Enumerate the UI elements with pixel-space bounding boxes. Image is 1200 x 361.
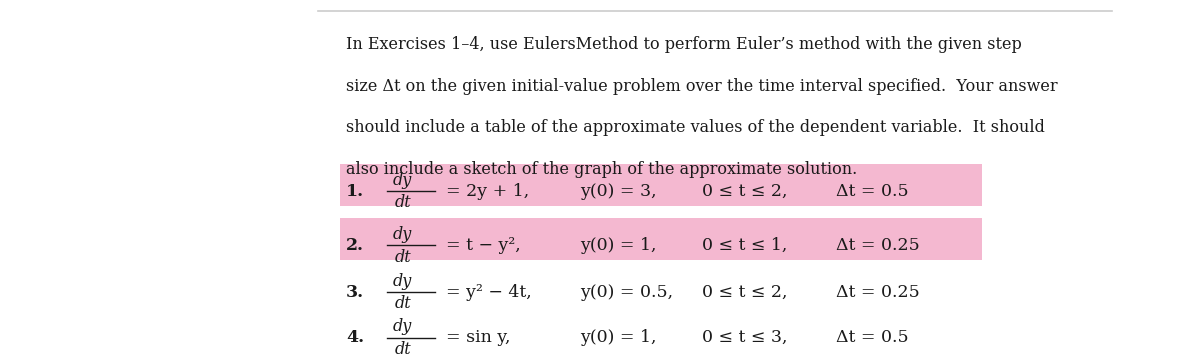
Text: 0 ≤ t ≤ 3,: 0 ≤ t ≤ 3, xyxy=(702,329,788,346)
Text: dy: dy xyxy=(392,318,412,335)
Text: dy: dy xyxy=(392,273,412,290)
FancyBboxPatch shape xyxy=(341,164,982,206)
Text: y(0) = 1,: y(0) = 1, xyxy=(580,237,656,254)
Text: dt: dt xyxy=(395,248,412,266)
Text: 0 ≤ t ≤ 2,: 0 ≤ t ≤ 2, xyxy=(702,183,788,200)
Text: Δt = 0.25: Δt = 0.25 xyxy=(836,237,920,254)
Text: should include a table of the approximate values of the dependent variable.  It : should include a table of the approximat… xyxy=(346,119,1045,136)
Text: dy: dy xyxy=(392,172,412,189)
Text: y(0) = 3,: y(0) = 3, xyxy=(580,183,656,200)
Text: 0 ≤ t ≤ 2,: 0 ≤ t ≤ 2, xyxy=(702,284,788,301)
Text: = sin y,: = sin y, xyxy=(446,329,510,346)
Text: = t − y²,: = t − y², xyxy=(446,237,521,254)
Text: dy: dy xyxy=(392,226,412,243)
Text: Δt = 0.5: Δt = 0.5 xyxy=(836,183,908,200)
Text: 3.: 3. xyxy=(346,284,365,301)
Text: = y² − 4t,: = y² − 4t, xyxy=(446,284,532,301)
Text: Δt = 0.25: Δt = 0.25 xyxy=(836,284,920,301)
Text: 4.: 4. xyxy=(346,329,365,346)
Text: 0 ≤ t ≤ 1,: 0 ≤ t ≤ 1, xyxy=(702,237,787,254)
Text: 1.: 1. xyxy=(346,183,365,200)
Text: also include a sketch of the graph of the approximate solution.: also include a sketch of the graph of th… xyxy=(346,161,857,178)
Text: dt: dt xyxy=(395,340,412,358)
Text: dt: dt xyxy=(395,194,412,212)
Text: dt: dt xyxy=(395,295,412,313)
Text: size Δt on the given initial-value problem over the time interval specified.  Yo: size Δt on the given initial-value probl… xyxy=(346,78,1057,95)
Text: Δt = 0.5: Δt = 0.5 xyxy=(836,329,908,346)
Text: = 2y + 1,: = 2y + 1, xyxy=(446,183,529,200)
FancyBboxPatch shape xyxy=(341,218,982,260)
Text: y(0) = 0.5,: y(0) = 0.5, xyxy=(580,284,673,301)
Text: y(0) = 1,: y(0) = 1, xyxy=(580,329,656,346)
Text: 2.: 2. xyxy=(346,237,364,254)
Text: In Exercises 1–4, use EulersMethod to perform Euler’s method with the given step: In Exercises 1–4, use EulersMethod to pe… xyxy=(346,36,1022,53)
